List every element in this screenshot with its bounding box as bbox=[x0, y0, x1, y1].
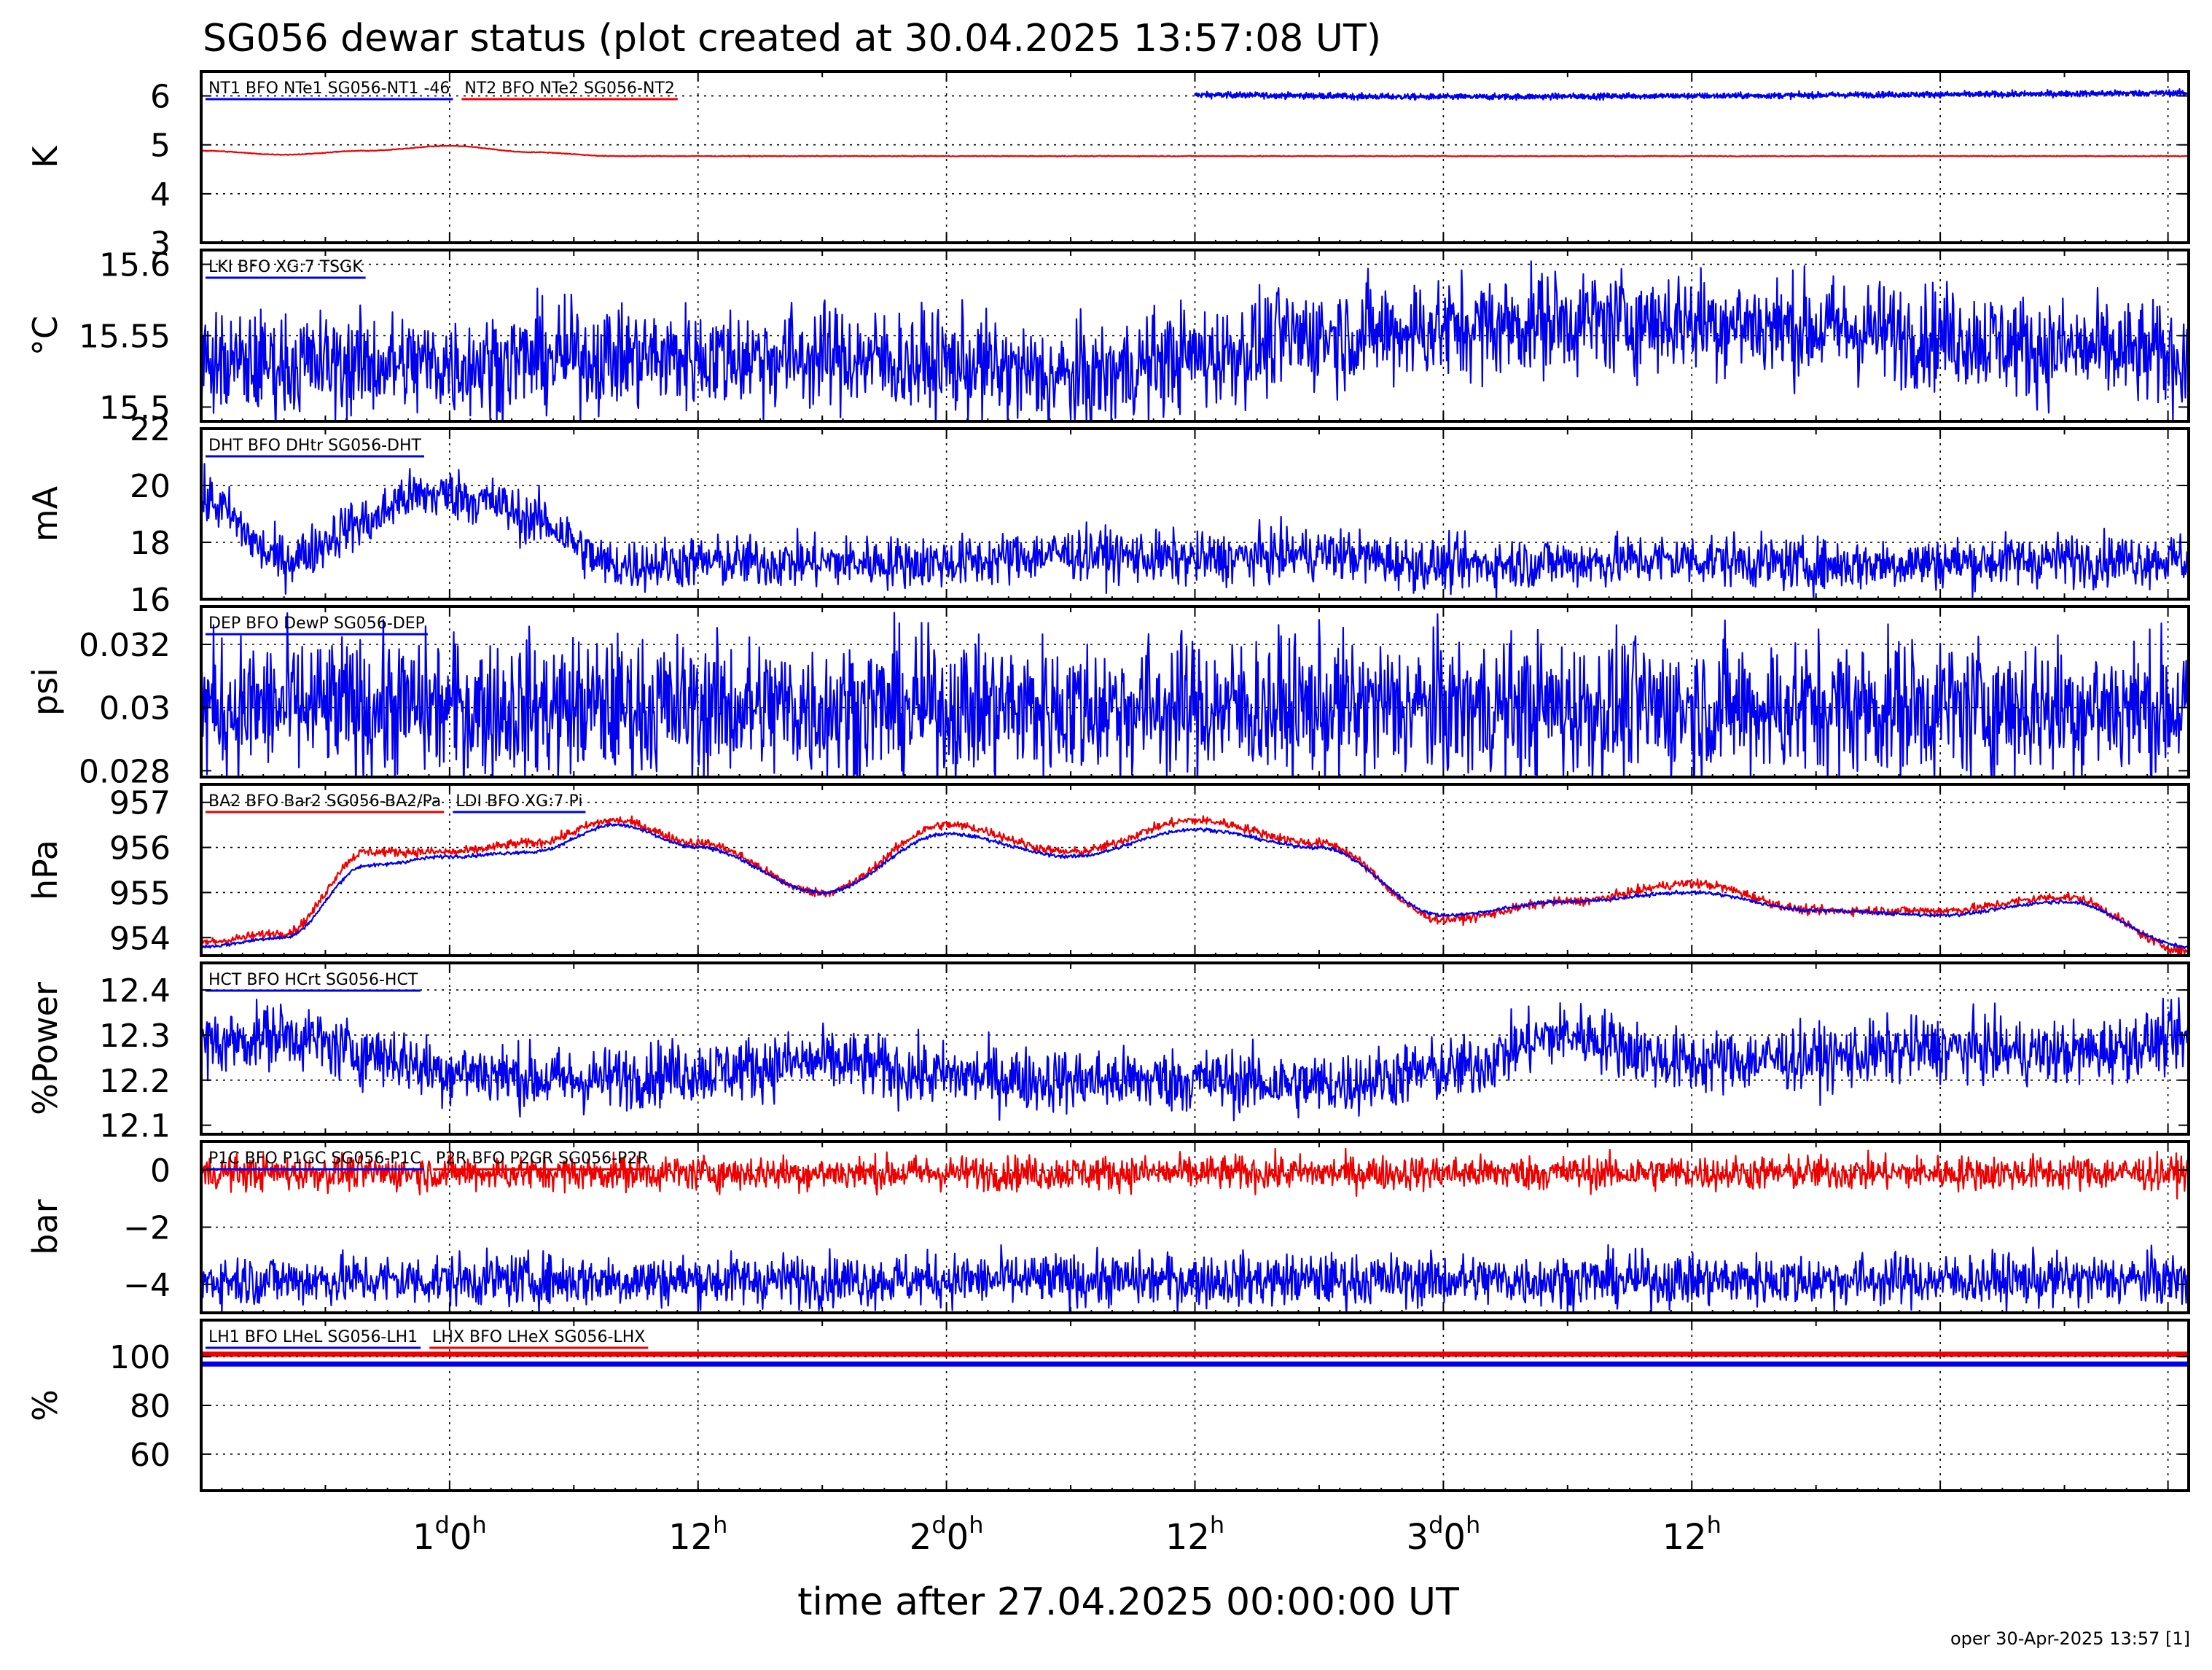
legend-entry: DHT BFO DHtr SG056-DHT bbox=[208, 437, 422, 455]
x-tick-label: 1d0h bbox=[413, 1511, 487, 1558]
y-tick-label: 15.5 bbox=[99, 389, 171, 426]
legend-entry: P2R BFO P2GR SG056-P2R bbox=[436, 1150, 649, 1168]
y-tick-label: 3 bbox=[150, 225, 171, 262]
y-axis-label: %Power bbox=[26, 982, 65, 1115]
series-line-7-2 bbox=[201, 1147, 2189, 1200]
y-axis-label: psi bbox=[26, 668, 65, 716]
legend-entry: LKI BFO XG:7 TSGK bbox=[208, 258, 363, 276]
legend-entry: LDI BFO XG:7 Pi bbox=[456, 792, 582, 811]
legend-entry: P1C BFO P1GC SG056-P1C bbox=[208, 1150, 421, 1168]
y-tick-label: −2 bbox=[123, 1210, 171, 1247]
y-tick-label: 18 bbox=[130, 525, 171, 562]
y-tick-label: 100 bbox=[109, 1339, 171, 1376]
y-tick-label: 0.032 bbox=[79, 627, 171, 664]
legend-entry: BA2 BFO Bar2 SG056-BA2/Pa bbox=[208, 792, 441, 811]
series-layer bbox=[201, 88, 2189, 158]
panel-1: NT1 BFO NTe1 SG056-NT1 -46 NT2 BFO NTe2 S… bbox=[26, 70, 2190, 262]
y-tick-label: 6 bbox=[150, 79, 171, 116]
panel-5: BA2 BFO Bar2 SG056-BA2/Pa LDI BFO XG:7 Pi… bbox=[26, 783, 2190, 957]
y-tick-label: 12.1 bbox=[99, 1108, 171, 1145]
panel-frame bbox=[200, 605, 2190, 779]
y-axis-label: K bbox=[26, 145, 65, 168]
legend-entry: NT1 BFO NTe1 SG056-NT1 -46 bbox=[208, 79, 450, 98]
series-layer bbox=[201, 997, 2189, 1122]
y-tick-label: 20 bbox=[130, 468, 171, 505]
series-line-4-1 bbox=[201, 612, 2189, 777]
y-tick-label: 60 bbox=[130, 1437, 171, 1474]
y-axis-label: % bbox=[26, 1389, 65, 1421]
y-tick-label: 12.2 bbox=[99, 1063, 171, 1100]
series-line-7-1 bbox=[201, 1244, 2189, 1313]
y-tick-label: 5 bbox=[150, 128, 171, 165]
y-tick-label: 22 bbox=[130, 411, 171, 448]
y-tick-label: 0.03 bbox=[99, 690, 171, 727]
panel-frame bbox=[200, 427, 2190, 601]
y-tick-label: 15.55 bbox=[79, 319, 171, 356]
y-tick-label: 12.3 bbox=[99, 1018, 171, 1055]
x-tick-label: 2d0h bbox=[910, 1511, 984, 1558]
y-tick-label: 0 bbox=[150, 1152, 171, 1190]
x-tick-label: 12h bbox=[1662, 1511, 1721, 1558]
legend-entry: NT2 BFO NTe2 SG056-NT2 bbox=[464, 79, 674, 98]
series-layer bbox=[201, 1147, 2189, 1313]
x-tick-label: 12h bbox=[668, 1511, 727, 1558]
y-axis-label: mA bbox=[26, 485, 65, 542]
x-tick-label: 12h bbox=[1165, 1511, 1224, 1558]
panel-3: DHT BFO DHtr SG056-DHT 16 18 20 22 mA bbox=[26, 411, 2190, 619]
footer-stamp: oper 30-Apr-2025 13:57 [1] bbox=[1950, 1628, 2190, 1649]
panel-frame bbox=[200, 783, 2190, 957]
series-line-1-2 bbox=[201, 144, 2189, 158]
series-line-6-1 bbox=[201, 997, 2189, 1122]
panels: NT1 BFO NTe1 SG056-NT1 -46 NT2 BFO NTe2 S… bbox=[26, 70, 2190, 1492]
y-tick-label: 15.6 bbox=[99, 247, 171, 284]
y-tick-label: 955 bbox=[109, 875, 171, 912]
svg-text:12h: 12h bbox=[668, 1511, 727, 1558]
panel-8: LH1 BFO LHeL SG056-LH1 LHX BFO LHeX SG056… bbox=[26, 1319, 2190, 1492]
legend-entry: LH1 BFO LHeL SG056-LH1 bbox=[208, 1328, 418, 1346]
series-line-2-1 bbox=[201, 260, 2189, 421]
series-line-5-1 bbox=[201, 815, 2189, 956]
panel-6: HCT BFO HCrt SG056-HCT 12.1 12.2 12.3 12.4 %P… bbox=[26, 961, 2190, 1145]
y-axis-label: bar bbox=[26, 1199, 65, 1255]
y-tick-label: 957 bbox=[109, 785, 171, 822]
y-axis-label: hPa bbox=[26, 840, 65, 900]
panel-frame bbox=[200, 70, 2190, 244]
svg-text:1d0h: 1d0h bbox=[413, 1511, 487, 1558]
x-tick-label: 3d0h bbox=[1407, 1511, 1481, 1558]
svg-text:2d0h: 2d0h bbox=[910, 1511, 984, 1558]
y-axis-label: °C bbox=[26, 316, 65, 356]
time-axis: 1d0h 12h 2d0h 12h 3d0h 12h bbox=[413, 1511, 1721, 1558]
series-layer bbox=[201, 260, 2189, 421]
svg-text:12h: 12h bbox=[1165, 1511, 1224, 1558]
panel-frame bbox=[200, 961, 2190, 1136]
y-tick-label: 16 bbox=[130, 582, 171, 619]
panel-7: P1C BFO P1GC SG056-P1C P2R BFO P2GR SG056… bbox=[26, 1140, 2190, 1314]
series-layer bbox=[201, 463, 2189, 599]
series-layer bbox=[201, 612, 2189, 777]
series-line-3-1 bbox=[201, 463, 2189, 599]
legend-entry: DEP BFO DewP SG056-DEP bbox=[208, 614, 425, 633]
panel-4: DEP BFO DewP SG056-DEP 0.028 0.03 0.032 psi bbox=[26, 605, 2190, 790]
figure-title: SG056 dewar status (plot created at 30.0… bbox=[203, 17, 1381, 61]
legend-entry: HCT BFO HCrt SG056-HCT bbox=[208, 971, 418, 989]
x-axis-label: time after 27.04.2025 00:00:00 UT bbox=[797, 1580, 1459, 1624]
series-layer bbox=[201, 1351, 2189, 1367]
series-line-1-1 bbox=[1194, 88, 2189, 101]
y-tick-label: 80 bbox=[130, 1388, 171, 1425]
y-tick-label: 4 bbox=[150, 176, 171, 214]
panel-2: LKI BFO XG:7 TSGK 15.5 15.55 15.6 °C bbox=[26, 247, 2190, 426]
series-line-5-2 bbox=[201, 822, 2189, 950]
svg-text:12h: 12h bbox=[1662, 1511, 1721, 1558]
legend-entry: LHX BFO LHeX SG056-LHX bbox=[432, 1328, 645, 1346]
y-tick-label: 954 bbox=[109, 920, 171, 957]
y-tick-label: 956 bbox=[109, 830, 171, 867]
y-tick-label: −4 bbox=[123, 1267, 171, 1304]
series-layer bbox=[201, 815, 2189, 956]
y-tick-label: 12.4 bbox=[99, 972, 171, 1010]
svg-text:3d0h: 3d0h bbox=[1407, 1511, 1481, 1558]
y-tick-label: 0.028 bbox=[79, 753, 171, 790]
